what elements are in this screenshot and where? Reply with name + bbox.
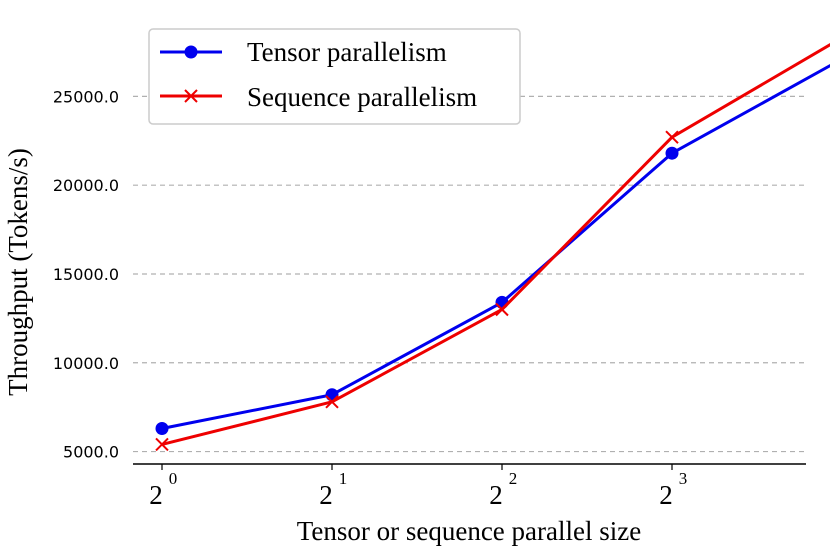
y-tick-label: 5000.0 xyxy=(63,443,119,462)
x-tick-exponent: 1 xyxy=(339,469,348,488)
legend-box xyxy=(148,28,521,125)
legend-label-tensor: Tensor parallelism xyxy=(247,37,447,67)
legend-marker-tensor xyxy=(184,45,198,59)
x-tick-label: 2 xyxy=(489,480,503,510)
x-axis-title: Tensor or sequence parallel size xyxy=(297,516,641,546)
data-point-sequence xyxy=(325,395,339,409)
legend-marker-sequence xyxy=(184,89,198,103)
legend-label-sequence: Sequence parallelism xyxy=(247,82,477,112)
legend: Tensor parallelism Sequence parallelism xyxy=(148,28,521,125)
y-tick-label: 10000.0 xyxy=(53,354,119,373)
x-tick-exponent: 2 xyxy=(509,469,518,488)
x-tick-label: 2 xyxy=(319,480,333,510)
data-point-sequence xyxy=(665,130,679,144)
x-tick-label: 2 xyxy=(659,480,673,510)
y-axis-ticks: 5000.0 10000.0 15000.0 20000.0 25000.0 xyxy=(53,87,119,461)
x-tick-exponent: 3 xyxy=(679,469,688,488)
y-tick-label: 15000.0 xyxy=(53,265,119,284)
y-axis-title: Throughput (Tokens/s) xyxy=(3,148,33,396)
y-tick-label: 25000.0 xyxy=(53,87,119,106)
data-point-sequence xyxy=(495,302,509,317)
data-point-tensor xyxy=(665,146,679,160)
x-tick-exponent: 0 xyxy=(169,469,178,488)
series-lines xyxy=(155,43,830,452)
grid-lines xyxy=(133,95,806,453)
data-point-sequence xyxy=(155,437,169,452)
x-tick-label: 2 xyxy=(149,480,163,510)
data-point-tensor xyxy=(155,421,169,435)
y-tick-label: 20000.0 xyxy=(53,176,119,195)
